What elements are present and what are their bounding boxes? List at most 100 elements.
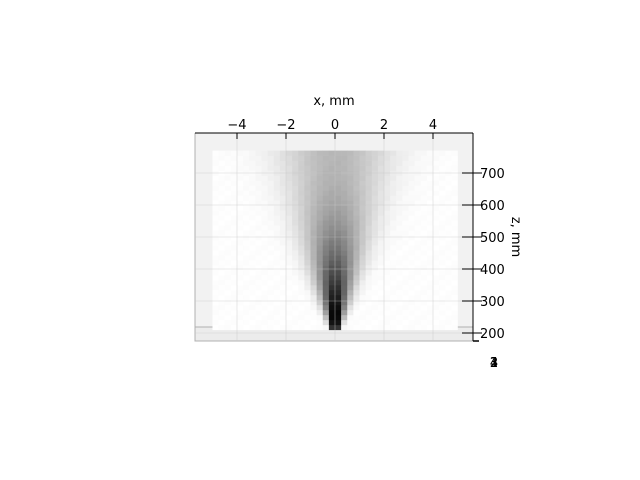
heatmap-cell (414, 165, 422, 171)
heatmap-cell (377, 175, 385, 181)
heatmap-cell (341, 304, 348, 311)
heatmap-cell (298, 160, 305, 166)
heatmap-cell (433, 280, 440, 286)
heatmap-cell (304, 165, 311, 171)
heatmap-cell (298, 275, 305, 281)
heatmap-cell (420, 275, 428, 281)
heatmap-cell (286, 250, 293, 256)
heatmap-cell (439, 275, 446, 281)
heatmap-cell (212, 299, 219, 306)
heatmap-cell (316, 160, 324, 166)
heatmap-cell (249, 319, 256, 326)
heatmap-cell (310, 289, 317, 296)
heatmap-cell (267, 289, 275, 296)
heatmap-cell (255, 210, 262, 216)
heatmap-cell (279, 150, 287, 156)
heatmap-cell (322, 205, 330, 211)
heatmap-cell (310, 260, 317, 266)
heatmap-cell (420, 150, 428, 156)
heatmap-cell (298, 215, 305, 221)
heatmap-cell (420, 165, 428, 171)
heatmap-cell (261, 324, 268, 331)
heatmap-cell (335, 285, 342, 291)
heatmap-cell (304, 265, 311, 271)
heatmap-cell (212, 240, 219, 246)
heatmap-cell (273, 180, 281, 186)
heatmap-cell (304, 205, 311, 211)
heatmap-cell (341, 294, 348, 301)
heatmap-cell (353, 175, 360, 181)
heatmap-cell (359, 265, 366, 271)
heatmap-cell (237, 155, 244, 161)
heatmap-cell (261, 255, 268, 261)
heatmap-cell (408, 319, 415, 326)
heatmap-cell (286, 175, 293, 181)
heatmap-cell (396, 314, 403, 321)
heatmap-cell (261, 275, 268, 281)
heatmap-cell (237, 260, 244, 266)
heatmap-cell (451, 319, 458, 326)
heatmap-cell (377, 155, 385, 161)
heatmap-cell (451, 175, 458, 181)
heatmap-cell (347, 235, 354, 241)
heatmap-cell (384, 309, 391, 316)
heatmap-cell (267, 160, 275, 166)
heatmap-cell (279, 155, 287, 161)
heatmap-cell (230, 240, 238, 246)
heatmap-cell (218, 280, 226, 286)
heatmap-cell (396, 195, 403, 201)
heatmap-cell (396, 255, 403, 261)
heatmap-cell (328, 220, 336, 226)
heatmap-cell (377, 220, 385, 226)
heatmap-cell (347, 285, 354, 291)
heatmap-cell (298, 210, 305, 216)
heatmap-cell (249, 289, 256, 296)
heatmap-cell (304, 275, 311, 281)
heatmap-cell (359, 185, 366, 191)
heatmap-cell (267, 220, 275, 226)
heatmap-cell (279, 265, 287, 271)
heatmap-cell (365, 260, 373, 266)
heatmap-cell (255, 150, 262, 156)
heatmap-cell (316, 270, 324, 276)
heatmap-cell (377, 255, 385, 261)
heatmap-cell (384, 314, 391, 321)
heatmap-cell (243, 240, 250, 246)
heatmap-cell (286, 255, 293, 261)
heatmap-cell (359, 180, 366, 186)
heatmap-cell (243, 200, 250, 206)
heatmap-cell (341, 245, 348, 251)
heatmap-cell (322, 240, 330, 246)
heatmap-cell (359, 165, 366, 171)
heatmap-cell (237, 245, 244, 251)
heatmap-cell (310, 230, 317, 236)
heatmap-cell (426, 220, 434, 226)
heatmap-cell (439, 260, 446, 266)
heatmap-cell (384, 275, 391, 281)
heatmap-cell (243, 319, 250, 326)
heatmap-cell (439, 195, 446, 201)
heatmap-cell (347, 230, 354, 236)
heatmap-cell (243, 190, 250, 196)
heatmap-cell (237, 324, 244, 331)
heatmap-cell (279, 245, 287, 251)
heatmap-cell (390, 275, 397, 281)
heatmap-cell (445, 294, 452, 301)
heatmap-cell (433, 265, 440, 271)
heatmap-cell (359, 215, 366, 221)
heatmap-cell (218, 195, 226, 201)
heatmap-cell (237, 250, 244, 256)
heatmap-cell (371, 324, 379, 331)
heatmap-cell (212, 195, 219, 201)
heatmap-cell (218, 275, 226, 281)
heatmap-cell (335, 280, 342, 286)
heatmap-cell (359, 309, 366, 316)
heatmap-cell (439, 215, 446, 221)
heatmap-cell (445, 180, 452, 186)
heatmap-cell (377, 200, 385, 206)
heatmap-cell (439, 235, 446, 241)
heatmap-cell (267, 275, 275, 281)
heatmap-cell (377, 150, 385, 156)
heatmap-cell (237, 150, 244, 156)
heatmap-cell (224, 270, 232, 276)
